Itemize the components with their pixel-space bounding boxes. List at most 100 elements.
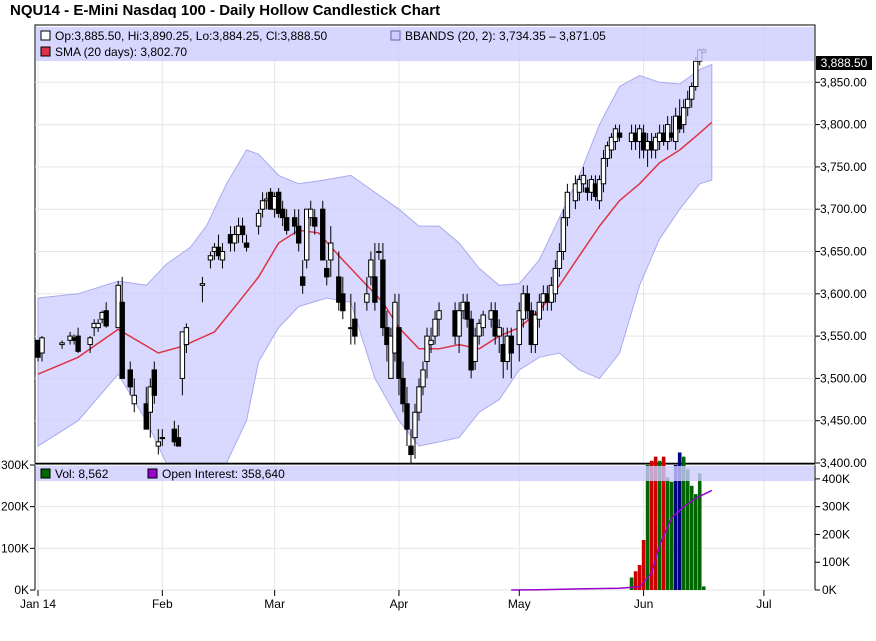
candle-body (175, 437, 182, 447)
vol-legend: Vol: 8,562 (55, 467, 109, 481)
volume-bar (633, 571, 638, 590)
candle-body (275, 191, 282, 214)
candle (75, 327, 81, 354)
candle-body (404, 403, 410, 430)
candle (400, 361, 406, 413)
x-tick-label: Mar (264, 597, 285, 611)
candle (255, 209, 262, 235)
candle-body (408, 445, 414, 456)
candle (372, 243, 378, 311)
candle-body (564, 191, 571, 219)
volume-bar (629, 577, 634, 590)
ohlc-legend-swatch (40, 30, 51, 41)
candle (416, 378, 422, 421)
candle-body (179, 331, 186, 379)
candle (59, 340, 65, 349)
candle (596, 175, 603, 210)
ohlc-legend: Op:3,885.50, Hi:3,890.25, Lo:3,884.25, C… (55, 29, 328, 43)
candle-body (127, 369, 133, 388)
candle-body (103, 310, 109, 327)
candle (424, 327, 430, 379)
candle-body (380, 259, 386, 329)
volume-right-tick-label: 100K (822, 555, 850, 569)
candle (312, 209, 318, 235)
price-y-tick-label: 3,500.00 (820, 371, 867, 385)
candle (556, 243, 563, 277)
volume-bar (697, 473, 702, 590)
candle-body (600, 157, 607, 185)
candle-body (492, 310, 498, 337)
candle (324, 259, 330, 286)
volume-bars (629, 452, 706, 590)
x-axis: Jan 14 Feb Mar Apr May Jun Jul (20, 590, 772, 611)
volume-bar (681, 456, 686, 590)
candle (304, 208, 310, 269)
open-interest-line (511, 489, 713, 591)
candle-body (39, 337, 45, 354)
candle-body (685, 98, 691, 109)
candle (275, 188, 282, 218)
candle-body (279, 208, 286, 219)
candle (464, 293, 470, 328)
candle-body (508, 335, 514, 354)
sma-legend-swatch (40, 46, 51, 57)
oi-legend: Open Interest: 358,640 (162, 467, 285, 481)
candle (119, 276, 125, 379)
candle (155, 429, 162, 455)
candle (39, 336, 45, 362)
candle (328, 226, 334, 277)
candle (608, 133, 615, 159)
candle-body (400, 377, 406, 405)
candle (600, 149, 607, 193)
volume-bar (649, 460, 654, 590)
candle-body (616, 132, 623, 138)
volume-left-tick-label: 100K (1, 541, 29, 555)
candle (436, 302, 442, 337)
candle (291, 209, 298, 235)
candle (279, 200, 286, 227)
price-y-tick-label: 3,550.00 (820, 329, 867, 343)
volume-legend-bg (36, 466, 814, 481)
price-y-tick-label: 3,750.00 (820, 160, 867, 174)
price-y-tick-label: 3,650.00 (820, 245, 867, 259)
candle-body (416, 386, 422, 413)
candle-body (693, 60, 699, 88)
price-y-tick-label: 3,450.00 (820, 414, 867, 428)
volume-bar (677, 452, 682, 590)
candle (103, 302, 109, 328)
candle-body (680, 107, 687, 126)
candle (151, 361, 158, 404)
candle (492, 302, 498, 345)
chart-title: NQU14 - E-Mini Nasdaq 100 - Daily Hollow… (10, 2, 441, 19)
candle (536, 293, 543, 328)
candle (243, 234, 250, 252)
candle (368, 251, 374, 286)
candle (532, 310, 539, 354)
candle (396, 293, 402, 396)
candle-body (155, 441, 162, 447)
candle (87, 336, 93, 354)
candle-body (352, 318, 358, 337)
candle (299, 259, 306, 294)
candle-body (207, 255, 214, 261)
volume-bar (669, 481, 674, 590)
volume-y-axis: 0K 100K 200K 300K 0K 100K 200K 300K 400K (1, 458, 850, 597)
candle (476, 319, 482, 345)
vol-legend-swatch (40, 468, 51, 479)
bbands-legend: BBANDS (20, 2): 3,734.35 – 3,871.05 (405, 29, 606, 43)
candle (508, 327, 514, 379)
candle (143, 386, 149, 430)
volume-bar (637, 565, 642, 590)
candle-body (304, 208, 310, 261)
x-tick-label: Feb (152, 597, 173, 611)
price-y-tick-label: 3,400.00 (820, 456, 867, 470)
candle (693, 56, 699, 91)
candle (171, 420, 178, 447)
candle-body (372, 276, 378, 303)
candle (127, 361, 133, 396)
candle (408, 429, 414, 463)
candle (680, 99, 687, 134)
candle (231, 226, 238, 252)
candle (320, 200, 326, 261)
